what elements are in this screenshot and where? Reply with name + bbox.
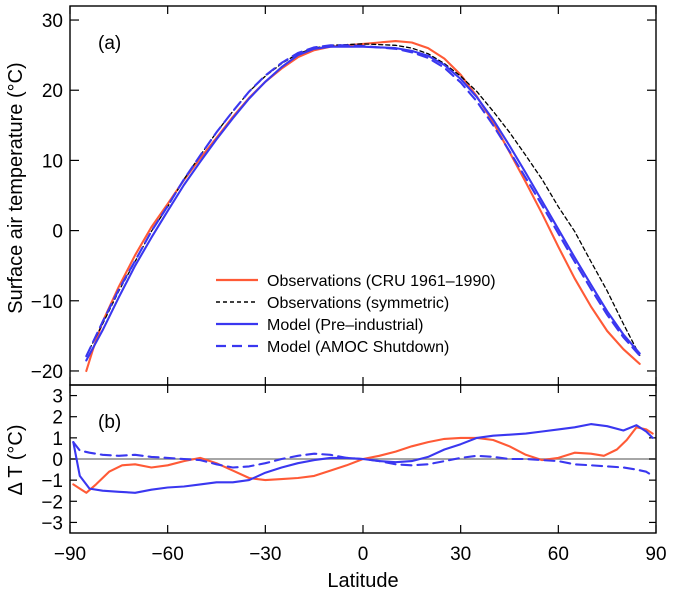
panel-a-line-model-amoc-shutdown xyxy=(85,44,641,358)
x-tick-label: 30 xyxy=(450,544,471,565)
legend-label-model-amoc-shutdown: Model (AMOC Shutdown) xyxy=(267,339,449,356)
panel-b-y-tick-label: −3 xyxy=(41,513,63,534)
panel-b-y-tick-label: 2 xyxy=(52,408,63,429)
panel-b-y-tick-label: −2 xyxy=(41,492,63,513)
x-tick-label: 60 xyxy=(548,544,569,565)
panel-a-y-tick-label: 30 xyxy=(42,11,63,32)
panel-a-y-tick-label: −10 xyxy=(31,292,63,313)
panel-b-label: (b) xyxy=(98,412,121,433)
panel-a-y-tick-label: 10 xyxy=(42,151,63,172)
panel-a-y-tick-label: 0 xyxy=(52,222,63,243)
panel-b-y-tick-label: 3 xyxy=(52,387,63,408)
panel-b-y-tick-label: −1 xyxy=(41,471,63,492)
panel-b-line-model-amoc-shutdown xyxy=(72,441,654,477)
panel-a-line-model-pre-industrial xyxy=(85,45,641,362)
panel-a-y-tick-label: −20 xyxy=(31,362,63,383)
legend-label-observations-cru: Observations (CRU 1961–1990) xyxy=(267,273,496,290)
legend-label-model-preindustrial: Model (Pre–industrial) xyxy=(267,317,424,334)
legend: Observations (CRU 1961–1990) Observation… xyxy=(216,273,496,356)
axis-ticks xyxy=(69,6,657,533)
x-tick-label: −90 xyxy=(54,544,86,565)
x-axis-title: Latitude xyxy=(327,570,398,592)
panel-a-label: (a) xyxy=(98,33,121,54)
legend-label-observations-symmetric: Observations (symmetric) xyxy=(267,295,449,312)
x-tick-label: −60 xyxy=(152,544,184,565)
x-tick-label: −30 xyxy=(249,544,281,565)
panel-a-series xyxy=(85,40,641,373)
x-tick-label: 90 xyxy=(645,544,666,565)
panel-b-y-tick-label: 0 xyxy=(52,450,63,471)
panel-b-y-axis-title: Δ T (°C) xyxy=(5,425,27,496)
panel-a-y-tick-label: 20 xyxy=(42,81,63,102)
panel-b-series xyxy=(72,423,654,494)
x-tick-label: 0 xyxy=(358,544,369,565)
panel-b-y-tick-label: 1 xyxy=(52,429,63,450)
panel-a-y-axis-title: Surface air temperature (°C) xyxy=(5,62,27,313)
